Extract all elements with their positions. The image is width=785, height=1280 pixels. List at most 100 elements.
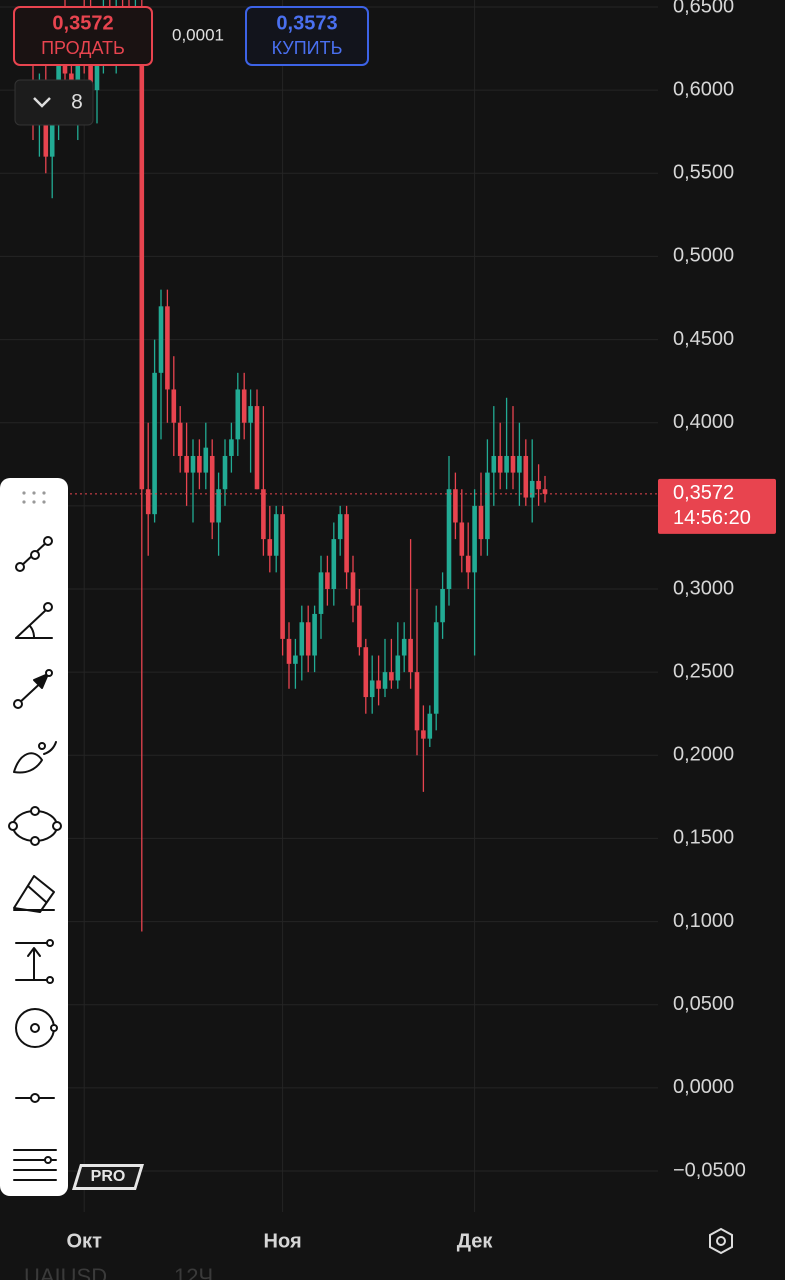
more-tools[interactable] (13, 1149, 57, 1181)
sell-label: ПРОДАТЬ (41, 38, 125, 58)
y-tick-label: 0,2500 (673, 660, 734, 682)
last-price-box (658, 478, 776, 534)
sell-box[interactable] (13, 6, 153, 66)
candle-body (197, 455, 202, 473)
candle-body (158, 306, 164, 373)
candle-body (139, 23, 145, 490)
candle-body (497, 455, 503, 473)
price-range-tool[interactable] (15, 939, 54, 984)
candle-body (459, 522, 465, 556)
candle-body (408, 638, 413, 673)
candle-body (318, 572, 324, 614)
candle-body (446, 489, 452, 589)
candle-body (485, 472, 490, 540)
eraser-tool[interactable] (13, 875, 55, 913)
candle-body (145, 489, 151, 515)
settings-icon-center (716, 1236, 726, 1246)
candle-body (395, 655, 401, 681)
y-tick-label: 0,6000 (673, 78, 734, 100)
candle-body (350, 572, 356, 606)
interval: 12Ч (174, 1264, 213, 1280)
candle-body (523, 455, 529, 498)
candle-body (504, 455, 509, 473)
pro-badge[interactable]: PRO (72, 1164, 144, 1190)
horizontal-line-tool[interactable] (15, 1093, 55, 1103)
candle-body (472, 505, 477, 573)
multi-chart-button[interactable]: 8 (14, 79, 94, 126)
pro-label: PRO (91, 1168, 126, 1185)
candle-body (209, 455, 215, 523)
time-axis: Окт Ноя Дек (67, 1230, 494, 1252)
x-tick-label: Ноя (264, 1230, 302, 1252)
candle-body (357, 605, 362, 648)
pro-badge-inner (76, 1167, 140, 1187)
candle-body (427, 713, 433, 739)
candle-body (241, 389, 247, 423)
candle-body (261, 489, 266, 540)
last-price-label: 0,3572 (673, 482, 734, 504)
candle-body (325, 572, 330, 589)
sell-button[interactable]: 0,3572 ПРОДАТЬ (13, 6, 153, 66)
y-tick-label: 0,4500 (673, 328, 734, 350)
y-tick-label: 0,5500 (673, 162, 734, 184)
chevron-icon (33, 97, 51, 108)
candle-body (248, 406, 253, 423)
settings-icon[interactable] (709, 1227, 733, 1255)
circle-tool[interactable] (15, 1008, 58, 1048)
grid (0, 0, 658, 1212)
angle-tool[interactable] (15, 602, 53, 639)
x-tick-label: Дек (457, 1230, 494, 1252)
candle-body (267, 539, 273, 556)
candle-body (510, 455, 516, 473)
y-tick-label: 0,3000 (673, 577, 734, 599)
y-tick-label: 0,5000 (673, 245, 734, 267)
candle-body (49, 123, 55, 157)
sell-price: 0,3572 (52, 12, 113, 34)
candle-body (203, 447, 209, 473)
buy-price: 0,3573 (276, 12, 337, 34)
candle-body (312, 613, 317, 656)
buy-box[interactable] (245, 6, 369, 66)
candle-body (293, 655, 298, 664)
candle-body (465, 555, 471, 573)
candle-body (43, 106, 49, 157)
candle-body (273, 514, 279, 556)
arrow-tool[interactable] (13, 669, 53, 709)
candle-body (363, 647, 369, 698)
drag-handle (22, 491, 46, 504)
candle-body (88, 56, 93, 91)
brush-tool[interactable] (13, 741, 57, 774)
multi-chart-count: 8 (71, 91, 83, 114)
y-tick-label: 0,6500 (673, 0, 734, 17)
y-tick-label: 0,0500 (673, 993, 734, 1015)
candle-body (190, 455, 196, 473)
candle-body (235, 389, 241, 440)
candle-body (542, 489, 548, 494)
candle-body (177, 422, 183, 456)
candle-body (414, 672, 420, 731)
candle-body (152, 372, 157, 515)
candle-body (440, 589, 445, 623)
ellipse-tool[interactable] (8, 806, 62, 846)
candle-body (491, 455, 497, 473)
y-tick-label: −0,0500 (673, 1159, 746, 1181)
candle-body (184, 455, 189, 473)
candle-body (222, 455, 228, 490)
candle-body (286, 638, 292, 664)
multi-chart-box[interactable] (14, 79, 94, 126)
candle-body (376, 680, 381, 689)
candle-body (529, 480, 535, 498)
candle-body (536, 480, 541, 490)
candle-body (517, 455, 522, 473)
candle-body (331, 539, 337, 589)
spread: 0,0001 (172, 25, 224, 44)
trend-line-tool[interactable] (15, 536, 53, 572)
buy-button[interactable]: 0,3573 КУПИТЬ (245, 6, 369, 66)
candle-body (433, 622, 439, 714)
candle-body (401, 638, 407, 656)
candle-body (305, 622, 311, 656)
candle-body (280, 514, 285, 639)
